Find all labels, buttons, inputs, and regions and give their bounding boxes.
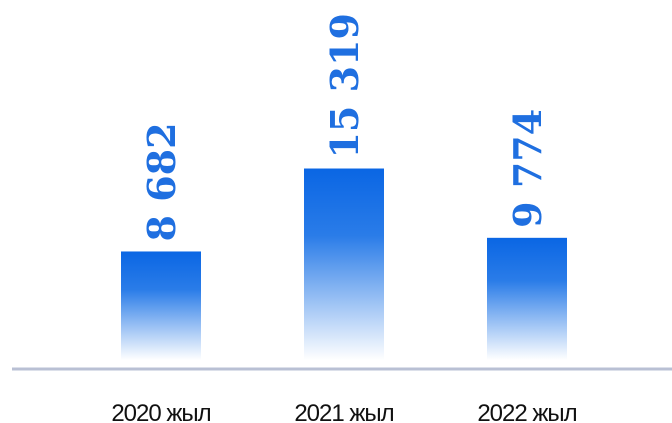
value-labels-group: 8 682 15 319 9 774 bbox=[139, 13, 550, 241]
bar-1 bbox=[304, 168, 384, 360]
category-label-2: 2022 жыл bbox=[477, 400, 576, 423]
value-label-2: 9 774 bbox=[505, 109, 550, 228]
category-label-0: 2020 жыл bbox=[111, 400, 210, 423]
bars-group bbox=[121, 168, 567, 360]
category-labels-group: 2020 жыл 2021 жыл 2022 жыл bbox=[111, 400, 577, 423]
bar-2 bbox=[487, 237, 567, 360]
value-label-0: 8 682 bbox=[139, 122, 184, 241]
bar-0 bbox=[121, 251, 201, 360]
value-label-1: 15 319 bbox=[322, 13, 367, 158]
category-label-1: 2021 жыл bbox=[294, 400, 393, 423]
